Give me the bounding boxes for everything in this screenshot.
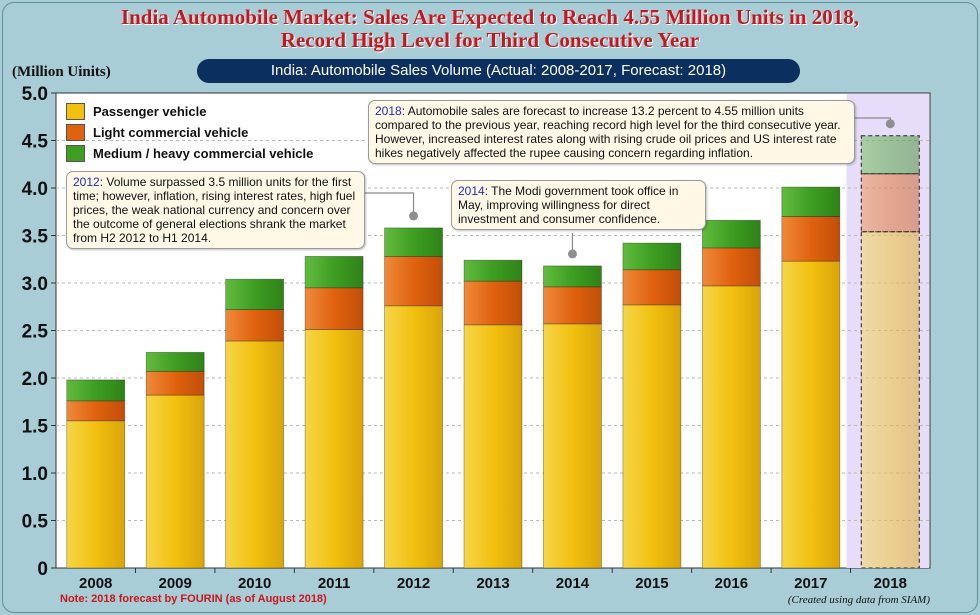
x-tick-label-2011: 2011	[318, 575, 351, 592]
y-tick-label: 4.5	[22, 132, 49, 153]
legend-item-passenger: Passenger vehicle	[66, 102, 206, 120]
y-axis-unit-label: (Million Uinits)	[12, 64, 111, 80]
callout-2012-year: 2012	[73, 175, 100, 189]
bar-light-commercial-2015	[622, 269, 682, 306]
bar-medium-heavy-commercial-2015	[622, 242, 682, 271]
bar-passenger-2009	[145, 394, 205, 569]
legend-item-light-commercial: Light commercial vehicle	[66, 123, 248, 141]
legend-item-medium-heavy-commercial: Medium / heavy commercial vehicle	[66, 144, 313, 162]
callout-dot-2014	[567, 249, 577, 259]
bar-medium-heavy-commercial-2012	[384, 227, 443, 257]
source-note: (Created using data from SIAM)	[787, 594, 930, 606]
bar-light-commercial-2010	[225, 309, 285, 342]
x-tick-label-2010: 2010	[238, 575, 271, 592]
chart-subtitle: India: Automobile Sales Volume (Actual: …	[197, 59, 800, 83]
bar-passenger-2012	[384, 305, 443, 569]
x-tick-label-2014: 2014	[556, 575, 590, 592]
y-tick-label: 5.0	[22, 84, 48, 105]
forecast-note: Note: 2018 forecast by FOURIN (as of Aug…	[60, 593, 327, 605]
bar-passenger-2016	[701, 285, 761, 569]
callout-leader-2012	[352, 192, 415, 216]
callout-2018: 2018: Automobile sales are forecast to i…	[368, 100, 855, 164]
x-tick-label-2009: 2009	[158, 575, 191, 592]
legend-swatch-light-commercial	[66, 123, 85, 141]
y-tick-label: 0.5	[22, 512, 49, 533]
bar-light-commercial-2008	[66, 400, 126, 422]
legend-label-light-commercial: Light commercial vehicle	[93, 124, 249, 140]
y-tick-label: 1.5	[22, 417, 49, 438]
y-tick-label: 0	[37, 559, 48, 580]
bar-medium-heavy-commercial-2014	[543, 265, 602, 288]
bar-light-commercial-2017	[781, 216, 841, 262]
bar-passenger-2011	[304, 329, 364, 569]
y-tick-label: 2.0	[22, 369, 48, 390]
legend-label-medium-heavy-commercial: Medium / heavy commercial vehicle	[93, 145, 314, 161]
bar-light-commercial-2018	[860, 173, 920, 233]
bar-light-commercial-2013	[463, 280, 523, 326]
y-tick-label: 1.0	[22, 464, 48, 485]
bar-light-commercial-2012	[384, 255, 443, 307]
bar-light-commercial-2009	[145, 370, 205, 396]
x-tick-label-2018: 2018	[874, 575, 907, 592]
title-line-2: Record High Level for Third Consecutive …	[280, 28, 700, 52]
callout-2012: 2012: Volume surpassed 3.5 million units…	[66, 171, 365, 249]
bar-passenger-2017	[781, 260, 841, 569]
bar-medium-heavy-commercial-2008	[66, 379, 126, 402]
x-tick-label-2008: 2008	[79, 575, 112, 592]
bar-passenger-2008	[66, 420, 126, 569]
callout-2014: 2014: The Modi government took office in…	[451, 180, 706, 230]
bar-medium-heavy-commercial-2009	[145, 351, 205, 372]
bar-passenger-2018	[860, 231, 920, 569]
x-tick-label-2012: 2012	[397, 575, 430, 592]
callout-2014-year: 2014	[458, 184, 485, 198]
x-tick-label-2013: 2013	[476, 575, 509, 592]
x-tick-label-2015: 2015	[635, 575, 668, 592]
callout-dot-2012	[409, 211, 419, 221]
y-tick-label: 4.0	[22, 179, 48, 200]
x-tick-label-2016: 2016	[715, 575, 748, 592]
bar-light-commercial-2016	[701, 247, 761, 287]
y-tick-label: 3.5	[22, 227, 49, 248]
bar-medium-heavy-commercial-2016	[701, 219, 761, 249]
y-tick-label: 2.5	[22, 322, 49, 343]
bar-medium-heavy-commercial-2017	[781, 186, 841, 217]
bar-passenger-2014	[543, 323, 602, 569]
x-tick-label-2017: 2017	[794, 575, 827, 592]
legend-swatch-passenger	[66, 102, 85, 120]
bar-medium-heavy-commercial-2010	[225, 278, 285, 311]
bar-passenger-2010	[225, 340, 285, 569]
bar-light-commercial-2011	[304, 287, 364, 330]
bar-medium-heavy-commercial-2011	[304, 255, 364, 289]
callout-dot-2018	[885, 119, 895, 129]
legend-label-passenger: Passenger vehicle	[93, 103, 207, 119]
callout-2018-text: : Automobile sales are forecast to incre…	[375, 104, 841, 160]
bar-passenger-2015	[622, 304, 682, 569]
bar-medium-heavy-commercial-2013	[463, 259, 523, 282]
chart-title: India Automobile Market: Sales Are Expec…	[0, 6, 980, 52]
callout-2014-text: : The Modi government took office in May…	[458, 184, 679, 226]
callout-2012-text: : Volume surpassed 3.5 million units for…	[73, 175, 356, 245]
bar-medium-heavy-commercial-2018	[860, 135, 920, 175]
y-tick-label: 3.0	[22, 274, 48, 295]
callout-2018-year: 2018	[375, 104, 402, 118]
title-line-1: India Automobile Market: Sales Are Expec…	[120, 5, 860, 29]
bar-light-commercial-2014	[543, 286, 602, 325]
legend-swatch-medium-heavy-commercial	[66, 144, 85, 162]
bar-passenger-2013	[463, 324, 523, 569]
